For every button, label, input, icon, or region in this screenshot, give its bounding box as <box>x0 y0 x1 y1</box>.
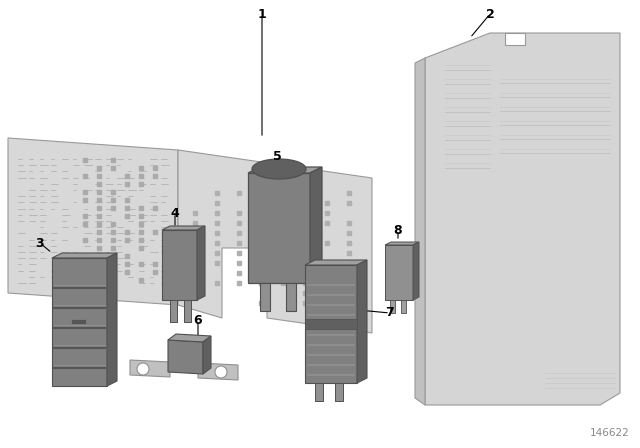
Polygon shape <box>357 260 367 383</box>
Polygon shape <box>52 258 107 386</box>
Polygon shape <box>168 340 203 374</box>
Polygon shape <box>130 360 170 377</box>
Text: 8: 8 <box>394 224 403 237</box>
Polygon shape <box>413 242 419 300</box>
Text: 3: 3 <box>36 237 44 250</box>
Polygon shape <box>305 265 357 383</box>
Ellipse shape <box>252 159 306 179</box>
Polygon shape <box>385 245 413 300</box>
Polygon shape <box>184 300 191 322</box>
Polygon shape <box>305 260 367 265</box>
Polygon shape <box>335 383 343 401</box>
Polygon shape <box>178 150 372 333</box>
Polygon shape <box>390 300 395 313</box>
Text: 6: 6 <box>194 314 202 327</box>
Polygon shape <box>401 300 406 313</box>
Polygon shape <box>415 58 425 405</box>
Polygon shape <box>305 319 357 329</box>
Polygon shape <box>198 363 238 380</box>
Polygon shape <box>315 383 323 401</box>
Circle shape <box>215 366 227 378</box>
Text: 5: 5 <box>273 150 282 163</box>
Polygon shape <box>505 33 525 45</box>
Polygon shape <box>168 334 211 342</box>
Circle shape <box>137 363 149 375</box>
Polygon shape <box>286 283 296 311</box>
Polygon shape <box>248 173 310 283</box>
Polygon shape <box>162 226 205 230</box>
Text: 7: 7 <box>386 306 394 319</box>
Polygon shape <box>170 300 177 322</box>
Text: 1: 1 <box>258 8 266 21</box>
Text: 146622: 146622 <box>590 428 630 438</box>
Polygon shape <box>52 253 117 258</box>
Polygon shape <box>162 230 197 300</box>
Polygon shape <box>248 167 322 173</box>
Polygon shape <box>425 33 620 405</box>
Text: 4: 4 <box>171 207 179 220</box>
Polygon shape <box>385 242 419 245</box>
Polygon shape <box>310 167 322 283</box>
Polygon shape <box>107 253 117 386</box>
Polygon shape <box>197 226 205 300</box>
Text: 2: 2 <box>486 8 494 21</box>
Polygon shape <box>203 336 211 374</box>
Polygon shape <box>8 138 178 305</box>
Polygon shape <box>260 283 270 311</box>
